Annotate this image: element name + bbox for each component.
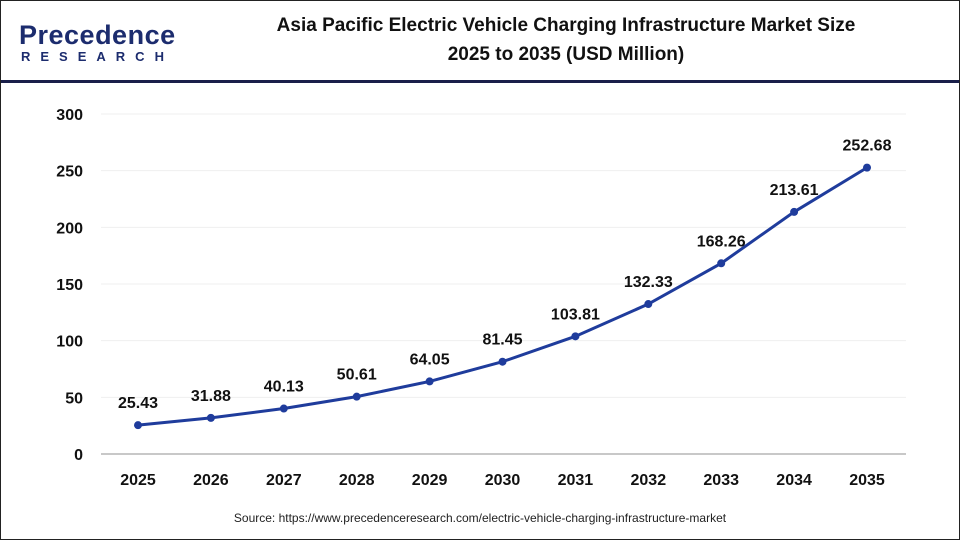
data-point [863, 163, 871, 172]
data-label: 103.81 [551, 306, 600, 323]
data-point [717, 259, 726, 268]
data-label: 31.88 [191, 388, 231, 405]
y-tick-label: 100 [56, 334, 83, 351]
y-tick-label: 50 [65, 390, 83, 407]
data-point [206, 413, 215, 422]
data-point [571, 332, 580, 341]
data-label: 40.13 [264, 379, 304, 396]
data-label: 64.05 [410, 351, 450, 368]
data-label: 81.45 [482, 332, 522, 349]
data-label: 25.43 [118, 395, 158, 412]
x-tick-label: 2028 [339, 472, 375, 489]
data-label: 50.61 [337, 367, 377, 384]
x-tick-label: 2035 [849, 472, 885, 489]
y-tick-label: 0 [74, 447, 83, 464]
data-point [425, 377, 434, 386]
x-tick-label: 2026 [193, 472, 229, 489]
data-point [352, 392, 361, 401]
data-label: 168.26 [697, 233, 746, 250]
x-tick-label: 2030 [485, 472, 521, 489]
data-label: 213.61 [770, 182, 819, 199]
y-tick-label: 250 [56, 164, 83, 181]
data-label: 252.68 [843, 138, 892, 155]
data-point [790, 207, 799, 216]
x-tick-label: 2033 [703, 472, 739, 489]
data-point [644, 300, 653, 309]
data-label: 132.33 [624, 274, 673, 291]
logo: Precedence RESEARCH [19, 21, 176, 64]
y-tick-label: 200 [56, 220, 83, 237]
x-tick-label: 2027 [266, 472, 302, 489]
data-point [498, 357, 507, 366]
series-line [137, 166, 868, 427]
source-note: Source: https://www.precedenceresearch.c… [233, 511, 727, 525]
x-tick-label: 2025 [120, 472, 156, 489]
logo-subtext: RESEARCH [21, 49, 174, 64]
data-point [279, 404, 288, 413]
logo-text: Precedence [19, 20, 176, 50]
title-line-2: 2025 to 2035 (USD Million) [447, 44, 685, 65]
data-point [134, 421, 142, 430]
x-tick-label: 2032 [631, 472, 667, 489]
x-tick-label: 2031 [558, 472, 594, 489]
x-tick-label: 2029 [412, 472, 448, 489]
title-line-1: Asia Pacific Electric Vehicle Charging I… [276, 15, 856, 36]
header: Precedence RESEARCH Asia Pacific Electri… [1, 1, 959, 83]
y-tick-label: 150 [56, 277, 83, 294]
y-tick-label: 300 [56, 107, 83, 124]
x-tick-label: 2034 [776, 472, 812, 489]
chart-title: Asia Pacific Electric Vehicle Charging I… [216, 11, 916, 69]
